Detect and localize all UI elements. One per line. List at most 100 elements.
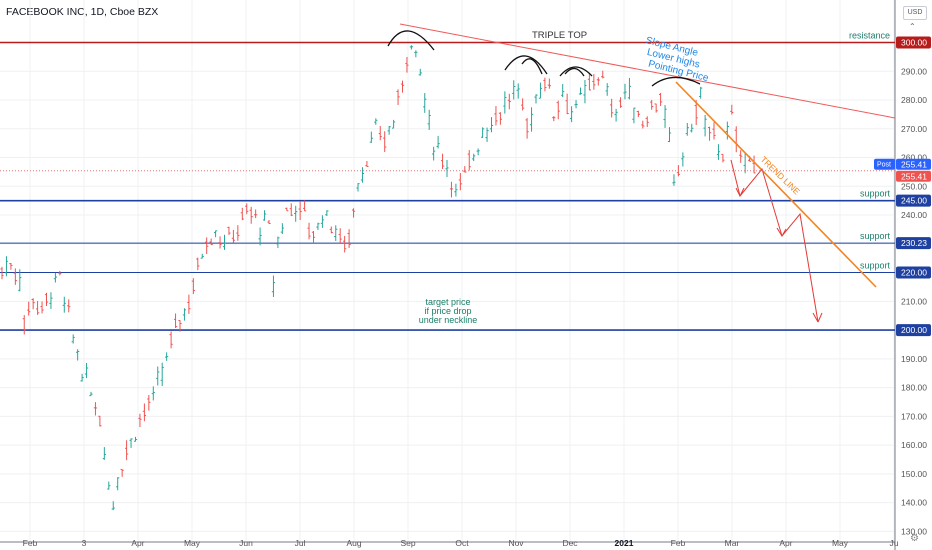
ohlc-bar: [294, 205, 298, 222]
ohlc-bar: [440, 153, 445, 170]
ohlc-bar: [205, 237, 209, 255]
ohlc-bar: [98, 415, 102, 427]
ohlc-bar: [529, 107, 534, 132]
ohlc-bar: [418, 68, 422, 76]
ohlc-bar: [409, 45, 413, 50]
ohlc-bar: [53, 272, 57, 283]
ohlc-bar: [178, 319, 182, 332]
last-price-label-2: 255.41: [901, 172, 927, 182]
top-arc: [651, 76, 701, 87]
ohlc-bar: [138, 413, 142, 428]
chevron-down-icon[interactable]: ⌃: [909, 22, 916, 31]
y-tick-label: 240.00: [901, 210, 927, 220]
x-tick-label: Ju: [890, 538, 899, 548]
ohlc-bar: [561, 84, 565, 98]
ohlc-bar: [227, 226, 231, 235]
top-arc: [564, 67, 585, 77]
ohlc-bar: [592, 73, 596, 90]
ohlc-bar: [129, 438, 133, 448]
x-tick-label: 3: [82, 538, 87, 548]
ohlc-bar: [543, 77, 547, 92]
price-tag-bg: [896, 324, 931, 337]
ohlc-bar: [133, 436, 138, 442]
ohlc-bar: [565, 93, 569, 115]
y-tick-label: 160.00: [901, 440, 927, 450]
chart-title: FACEBOOK INC, 1D, Cboe BZX: [6, 6, 159, 18]
x-tick-label: Apr: [131, 538, 144, 548]
ohlc-bar: [365, 160, 369, 167]
ohlc-bar: [214, 230, 218, 238]
ohlc-bar: [13, 268, 17, 285]
ohlc-bar: [116, 477, 120, 491]
ohlc-bar: [298, 201, 302, 221]
y-tick-label: 250.00: [901, 181, 927, 191]
price-tag-bg: [896, 194, 931, 207]
ohlc-bar: [721, 153, 725, 163]
x-tick-label: Nov: [508, 538, 524, 548]
ohlc-bar: [267, 219, 271, 224]
ohlc-bar: [209, 238, 213, 246]
ohlc-bar: [601, 70, 605, 79]
ohlc-bar: [614, 108, 618, 122]
ohlc-bar: [645, 116, 649, 128]
ohlc-bar: [427, 109, 431, 130]
ohlc-bar: [107, 481, 111, 490]
ohlc-bar: [165, 352, 169, 361]
ohlc-bar: [58, 270, 62, 276]
ohlc-bar: [534, 94, 538, 104]
ohlc-bar: [570, 106, 574, 123]
ohlc-bar: [0, 266, 4, 280]
x-tick-label: May: [832, 538, 849, 548]
x-tick-label: Jun: [239, 538, 253, 548]
y-tick-label: 130.00: [901, 526, 927, 536]
ohlc-bar: [200, 253, 204, 259]
ohlc-bar: [258, 227, 262, 246]
y-tick-label: 170.00: [901, 411, 927, 421]
trend-line: [675, 81, 877, 288]
ohlc-bar: [102, 447, 106, 460]
x-tick-label: May: [184, 538, 201, 548]
y-tick-label: 280.00: [901, 95, 927, 105]
ohlc-bar: [672, 174, 676, 186]
currency-badge[interactable]: USD: [903, 6, 927, 20]
price-tag-label: 200.00: [901, 325, 927, 335]
ohlc-bar: [320, 215, 324, 228]
ohlc-bar: [285, 207, 289, 212]
x-tick-label: Apr: [779, 538, 792, 548]
support-label: support: [860, 231, 891, 241]
ohlc-bar: [196, 257, 200, 271]
ohlc-bar: [583, 80, 587, 104]
ohlc-bar: [325, 210, 329, 216]
ohlc-bar: [405, 56, 409, 73]
ohlc-bar: [18, 269, 22, 292]
ohlc-bar: [400, 80, 405, 93]
top-arc: [387, 30, 435, 51]
ohlc-bar: [369, 131, 373, 143]
ohlc-bar: [512, 80, 516, 100]
ohlc-bar: [236, 225, 240, 241]
ohlc-bar: [231, 229, 235, 243]
ohlc-bar: [343, 235, 347, 253]
ohlc-bar: [685, 123, 689, 136]
ohlc-bar: [699, 86, 703, 99]
support-label: support: [860, 261, 891, 271]
price-tag-label: 245.00: [901, 196, 927, 206]
ohlc-bar: [516, 83, 520, 99]
gear-icon[interactable]: ⚙: [910, 533, 919, 544]
x-tick-label: Dec: [562, 538, 578, 548]
ohlc-bar: [374, 118, 378, 125]
ohlc-bar: [392, 119, 396, 129]
ohlc-bar: [494, 106, 498, 126]
ohlc-bar: [89, 391, 93, 397]
ohlc-bar: [338, 228, 342, 244]
ohlc-bar: [36, 300, 40, 315]
ohlc-bar: [303, 200, 307, 212]
x-tick-label: Oct: [455, 538, 469, 548]
price-tag-bg: [896, 237, 931, 250]
ohlc-bar: [730, 104, 734, 115]
ohlc-bar: [707, 126, 712, 141]
ohlc-bar: [578, 87, 583, 95]
y-tick-label: 260.00: [901, 153, 927, 163]
ohlc-bar: [458, 172, 462, 191]
